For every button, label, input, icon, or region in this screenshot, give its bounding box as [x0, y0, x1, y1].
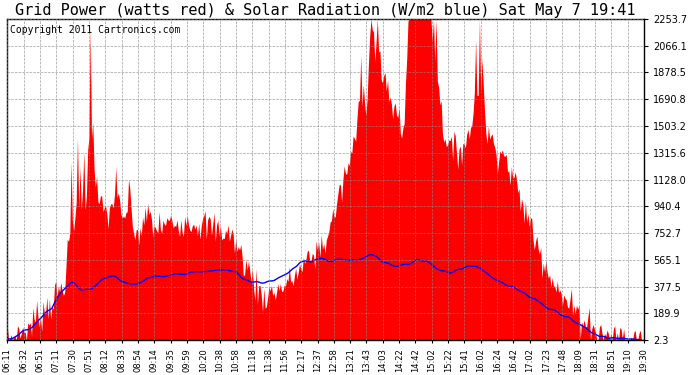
Text: Copyright 2011 Cartronics.com: Copyright 2011 Cartronics.com	[10, 26, 181, 35]
Title: Grid Power (watts red) & Solar Radiation (W/m2 blue) Sat May 7 19:41: Grid Power (watts red) & Solar Radiation…	[15, 3, 636, 18]
